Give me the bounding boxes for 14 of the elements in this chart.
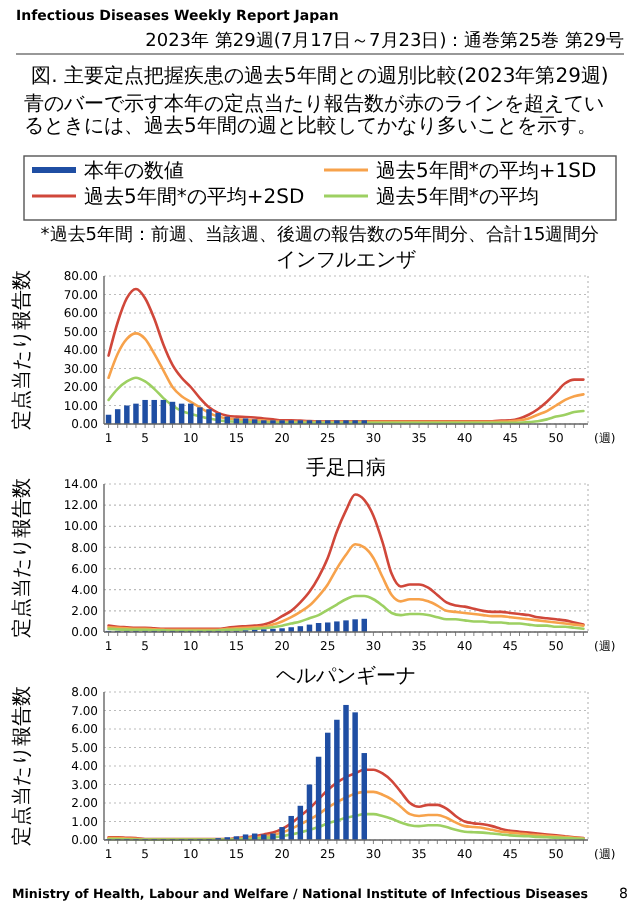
legend-label: 過去5年間*の平均 — [376, 185, 539, 209]
legend-label: 過去5年間*の平均+2SD — [84, 185, 305, 209]
chart-title: ヘルパンギーナ — [276, 664, 416, 688]
text: 図. 主要定点把握疾患の過去5年間との週別比較(2023年第29週) — [31, 64, 609, 88]
text: 2023年 第29週(7月17日～7月23日)：通巻第25巻 第29号 — [145, 30, 624, 52]
legend-label: 本年の数値 — [84, 159, 184, 183]
y-axis-title: 定点当たり報告数 — [10, 270, 34, 430]
legend-label: 過去5年間*の平均+1SD — [376, 159, 597, 183]
y-axis-title: 定点当たり報告数 — [10, 686, 34, 846]
y-axis-title: 定点当たり報告数 — [10, 478, 34, 638]
chart-title: 手足口病 — [306, 456, 386, 480]
chart-title: インフルエンザ — [276, 250, 416, 272]
text: 青のバーで示す本年の定点当たり報告数が赤のラインを超えているときには、過去5年間の週と比較してかなり多いことを示す。 — [24, 92, 604, 138]
text: *過去5年間：前週、当該週、後週の報告数の5年間分、合計15週間分 — [40, 224, 600, 246]
